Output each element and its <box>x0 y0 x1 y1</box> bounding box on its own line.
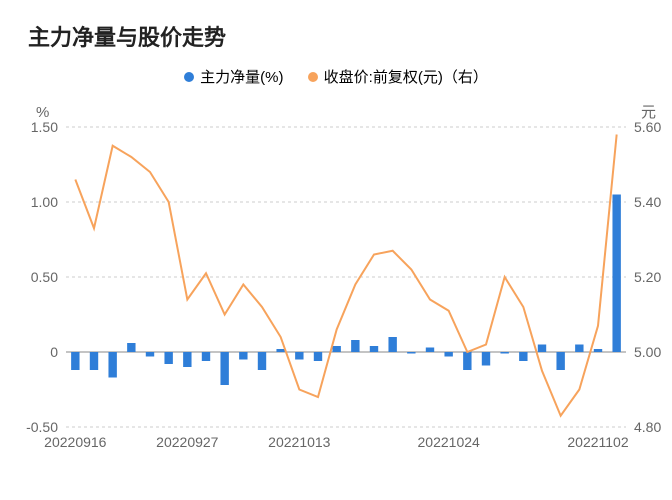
plot-svg: %元-0.5000.501.001.504.805.005.205.405.60… <box>10 97 672 467</box>
y-left-tick: 0 <box>50 344 58 360</box>
bar <box>239 352 247 360</box>
y-left-tick: 1.50 <box>31 119 58 135</box>
x-tick: 20221013 <box>268 434 331 450</box>
bar <box>146 352 154 357</box>
x-tick: 20220927 <box>156 434 219 450</box>
bar <box>519 352 527 361</box>
bar <box>127 343 135 352</box>
plot-area: %元-0.5000.501.001.504.805.005.205.405.60… <box>10 97 662 477</box>
price-line <box>75 135 616 416</box>
bar <box>463 352 471 370</box>
legend-item-bars: 主力净量(%) <box>184 66 283 87</box>
bar <box>202 352 210 361</box>
legend-label-line: 收盘价:前复权(元)（右） <box>324 66 488 87</box>
y-right-tick: 5.00 <box>634 344 661 360</box>
bar <box>500 352 508 354</box>
y-right-tick: 5.40 <box>634 194 661 210</box>
legend-dot-bars <box>184 72 194 82</box>
y-right-tick: 5.60 <box>634 119 661 135</box>
bar <box>612 195 620 353</box>
legend-item-line: 收盘价:前复权(元)（右） <box>308 66 488 87</box>
bar <box>71 352 79 370</box>
bar <box>90 352 98 370</box>
bar <box>538 345 546 353</box>
bar <box>183 352 191 367</box>
bar <box>220 352 228 385</box>
x-tick: 20221102 <box>567 434 628 450</box>
bar <box>575 345 583 353</box>
bar <box>594 349 602 352</box>
y-left-tick: 0.50 <box>31 269 58 285</box>
y-left-tick: -0.50 <box>26 419 58 435</box>
y-right-tick: 4.80 <box>634 419 661 435</box>
bar <box>164 352 172 364</box>
bar <box>276 349 284 352</box>
bar <box>370 346 378 352</box>
y-left-tick: 1.00 <box>31 194 58 210</box>
x-tick: 20221024 <box>418 434 481 450</box>
chart-container: 主力净量与股价走势 主力净量(%) 收盘价:前复权(元)（右） %元-0.500… <box>0 0 672 500</box>
legend: 主力净量(%) 收盘价:前复权(元)（右） <box>10 66 662 87</box>
bar <box>556 352 564 370</box>
bar <box>258 352 266 370</box>
bar <box>108 352 116 378</box>
bar <box>482 352 490 366</box>
chart-title: 主力净量与股价走势 <box>28 20 662 52</box>
bar <box>351 340 359 352</box>
bar <box>444 352 452 357</box>
bar <box>426 348 434 353</box>
legend-label-bars: 主力净量(%) <box>200 66 283 87</box>
y-right-tick: 5.20 <box>634 269 661 285</box>
bar <box>388 337 396 352</box>
bar <box>295 352 303 360</box>
bar <box>407 352 415 354</box>
legend-dot-line <box>308 72 318 82</box>
bar <box>332 346 340 352</box>
x-tick: 20220916 <box>44 434 107 450</box>
bar <box>314 352 322 361</box>
